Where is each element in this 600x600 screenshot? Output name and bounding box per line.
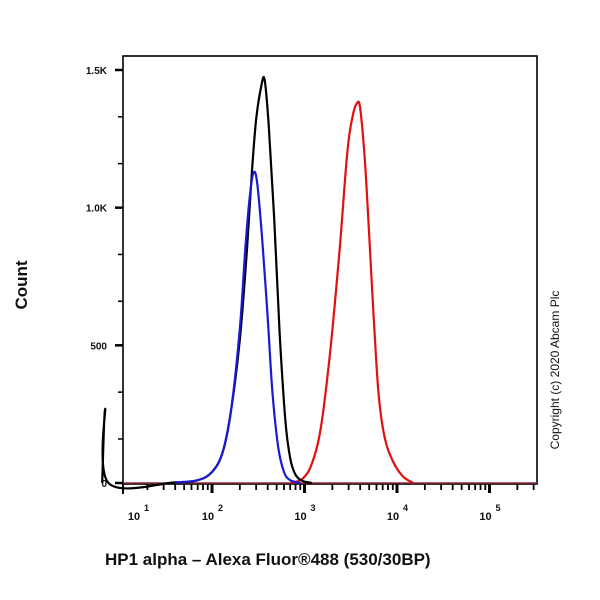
- svg-text:10: 10: [294, 511, 306, 523]
- svg-text:10: 10: [128, 511, 140, 523]
- svg-text:500: 500: [90, 341, 107, 352]
- curve-000000: [101, 75, 313, 490]
- x-axis-label: HP1 alpha – Alexa Fluor®488 (530/30BP): [105, 550, 431, 569]
- copyright-watermark: Copyright (c) 2020 Abcam Plc: [548, 290, 562, 450]
- svg-text:5: 5: [496, 503, 501, 513]
- svg-text:10: 10: [479, 511, 491, 523]
- histogram-curves: [101, 75, 414, 490]
- svg-text:3: 3: [311, 503, 316, 513]
- plot-frame: [122, 55, 538, 485]
- svg-text:10: 10: [387, 511, 399, 523]
- svg-text:1.0K: 1.0K: [86, 204, 108, 215]
- curve-1a1ad6: [175, 170, 301, 485]
- svg-text:0: 0: [101, 479, 107, 490]
- x-axis-ticks: 10 1 10 2 10 3 10 4 10 5: [128, 484, 535, 523]
- svg-text:2: 2: [218, 503, 223, 513]
- y-axis-label: Count: [12, 260, 31, 310]
- svg-text:10: 10: [202, 511, 214, 523]
- svg-text:1: 1: [144, 503, 149, 513]
- curve-e01010: [289, 100, 414, 485]
- svg-text:4: 4: [403, 503, 408, 513]
- svg-text:1.5K: 1.5K: [86, 66, 108, 77]
